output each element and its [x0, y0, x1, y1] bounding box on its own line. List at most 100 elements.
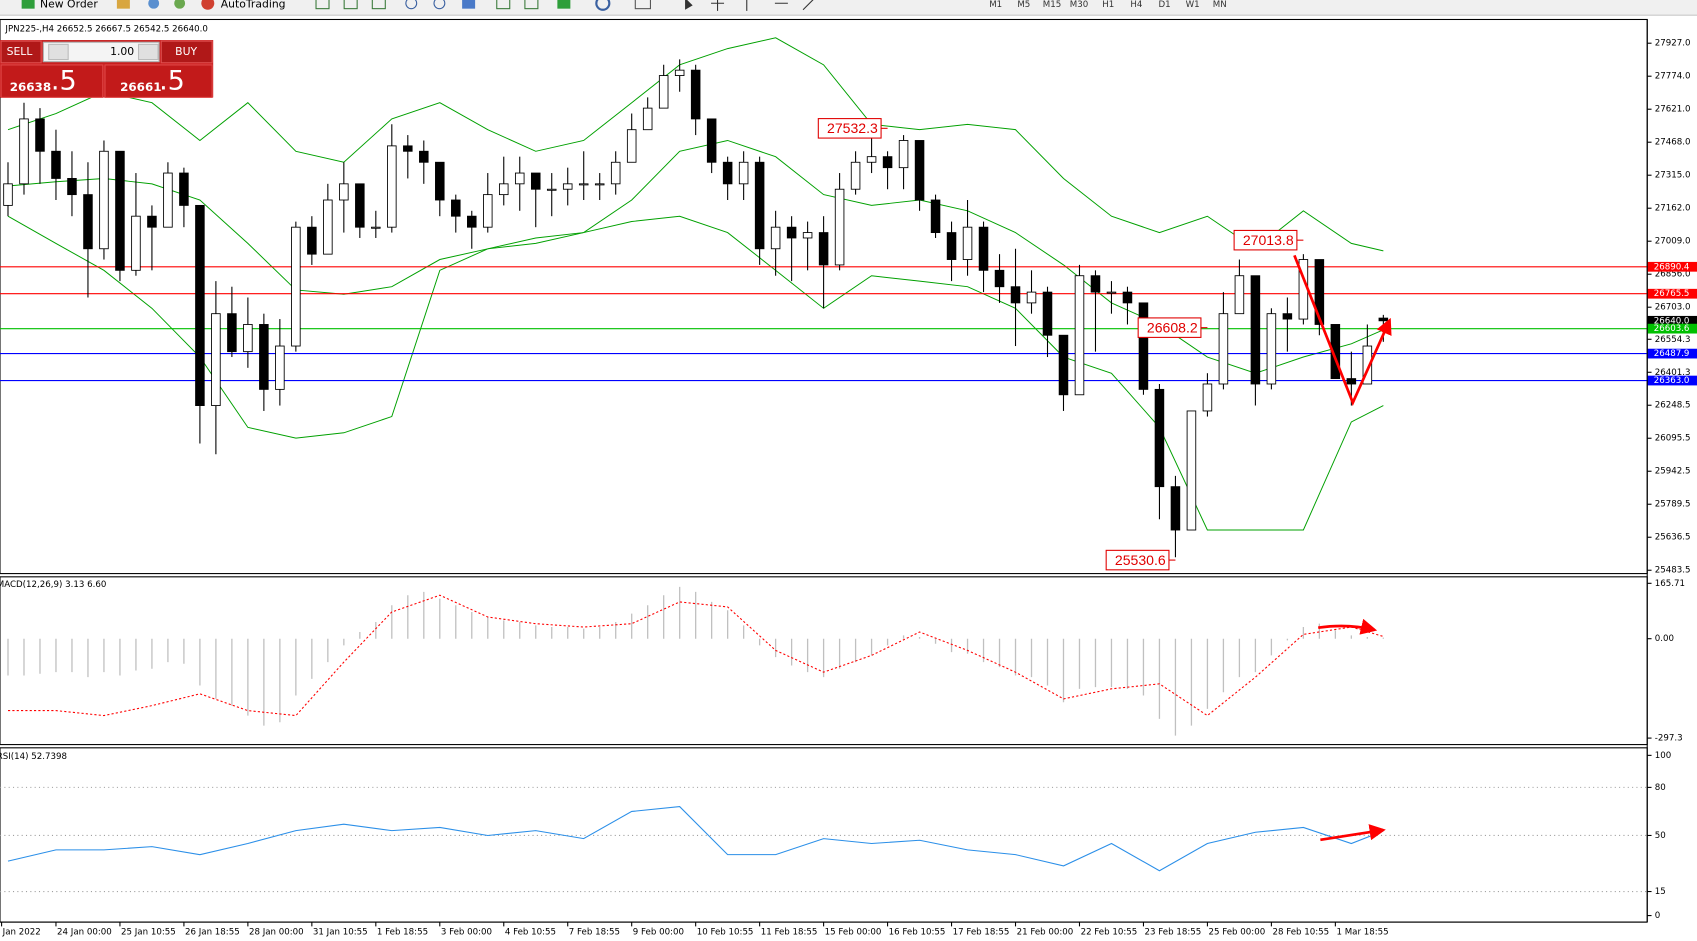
- candle-body: [562, 183, 573, 190]
- toolbar: [0, 0, 1697, 16]
- buy-button[interactable]: [160, 40, 213, 64]
- buy-price-pips: .5: [159, 66, 185, 97]
- candle-body: [163, 172, 173, 228]
- timeframe-button[interactable]: H4: [1130, 0, 1142, 10]
- toolbar-icon[interactable]: [148, 0, 160, 9]
- candle-body: [115, 150, 125, 271]
- timeframe-button[interactable]: M1: [989, 0, 1002, 10]
- toolbar-icon[interactable]: [595, 0, 611, 11]
- price-plot: [0, 37, 1648, 558]
- sell-price-pips: .5: [51, 66, 77, 97]
- timeframe-button[interactable]: D1: [1158, 0, 1170, 10]
- autotrading-label: AutoTrading: [221, 0, 286, 10]
- timeframe-button[interactable]: W1: [1186, 0, 1200, 10]
- y-tick-label: 15: [1655, 887, 1666, 897]
- candle-body: [1026, 291, 1037, 304]
- toolbar-icon[interactable]: [496, 0, 511, 10]
- y-tick-label: 80: [1655, 783, 1666, 793]
- toolbar-icon[interactable]: [116, 0, 130, 9]
- toolbar-icon[interactable]: [524, 0, 539, 10]
- price-level-label: 26640.0: [1654, 316, 1690, 326]
- sell-price-box[interactable]: [0, 64, 104, 98]
- candle-body: [1058, 334, 1069, 396]
- lots-down[interactable]: [48, 43, 69, 61]
- candle-body: [610, 161, 621, 185]
- drawn-arrow[interactable]: [1293, 254, 1392, 407]
- y-tick-label: 26554.3: [1655, 335, 1691, 345]
- candle-body: [1074, 275, 1085, 396]
- candle-body: [834, 188, 845, 266]
- candle-body: [355, 183, 365, 228]
- annotation-box: [817, 118, 882, 139]
- y-tick-label: 25942.5: [1655, 467, 1691, 477]
- candle-body: [1106, 291, 1117, 294]
- x-tick-label: 1 Feb 18:55: [377, 927, 428, 937]
- rsi-line: [7, 806, 1384, 872]
- drawn-arrow[interactable]: [1320, 824, 1386, 842]
- candle-body: [435, 161, 445, 201]
- candle-body: [946, 232, 957, 260]
- toolbar-icon[interactable]: [405, 0, 418, 10]
- axes: 27927.0 27774.0 27621.0 27468.0 27315.0 27162…: [1, 39, 1697, 937]
- toolbar-icon[interactable]: [685, 0, 693, 10]
- toolbar-icon[interactable]: [343, 0, 358, 10]
- candle-body: [754, 161, 765, 250]
- price-level-tag: [1647, 261, 1697, 272]
- x-tick-label: 17 Feb 18:55: [953, 927, 1010, 937]
- new-order-label: New Order: [40, 0, 98, 10]
- y-tick-label: 26703.0: [1655, 303, 1691, 313]
- y-tick-label: 50: [1655, 831, 1666, 841]
- y-tick-label: 25789.5: [1655, 500, 1691, 510]
- candle-body: [626, 129, 637, 163]
- lots-up[interactable]: [137, 43, 159, 61]
- sell-price-main: 26638: [10, 80, 51, 94]
- timeframe-button[interactable]: H1: [1102, 0, 1114, 10]
- candle-body: [962, 226, 973, 260]
- candle-body: [1042, 291, 1053, 336]
- price-level-label: 26765.5: [1654, 289, 1690, 299]
- timeframe-button[interactable]: M5: [1017, 0, 1030, 10]
- candle-body: [99, 150, 109, 250]
- x-tick-label: 10 Feb 10:55: [697, 927, 754, 937]
- candle-body: [227, 313, 237, 353]
- sell-button[interactable]: [0, 40, 42, 64]
- y-tick-label: 100: [1655, 751, 1672, 761]
- price-level-label: 26603.6: [1654, 324, 1690, 334]
- toolbar-icon[interactable]: [711, 0, 725, 11]
- y-tick-label: 27774.0: [1655, 72, 1691, 82]
- drawn-arrow[interactable]: [1318, 618, 1378, 635]
- timeframe-button[interactable]: M15: [1043, 0, 1061, 10]
- toolbar-icon[interactable]: [746, 0, 816, 11]
- candle-body: [51, 150, 61, 179]
- candle-body: [498, 183, 509, 196]
- candle-body: [403, 145, 413, 152]
- timeframe-button[interactable]: M30: [1070, 0, 1088, 10]
- candle-body: [866, 156, 877, 163]
- toolbar-icon[interactable]: [315, 0, 330, 10]
- lots-input[interactable]: [42, 41, 160, 63]
- toolbar-icon[interactable]: [174, 0, 186, 9]
- candle-body: [35, 118, 45, 152]
- candle-body: [1010, 286, 1021, 304]
- annotation-box: [1233, 229, 1298, 251]
- annotation-label: 27013.8: [1243, 232, 1294, 248]
- toolbar-icon[interactable]: [634, 0, 651, 10]
- buy-price-main: 26661: [120, 80, 161, 94]
- timeframe-button[interactable]: MN: [1213, 0, 1227, 10]
- toolbar-icon[interactable]: [371, 0, 386, 10]
- y-tick-label: 27162.0: [1655, 204, 1691, 214]
- candle-body: [978, 226, 989, 271]
- toolbar-icon[interactable]: [433, 0, 446, 10]
- toolbar-icon[interactable]: [557, 0, 571, 9]
- buy-price-box[interactable]: [104, 64, 213, 98]
- y-tick-label: 25483.5: [1655, 566, 1691, 576]
- candle-body: [994, 269, 1005, 288]
- new-order-button[interactable]: New Order: [21, 0, 99, 10]
- chart-header: JPN225-,H4 26652.5 26667.5 26542.5 26640…: [4, 25, 208, 35]
- price-level-tag: [1647, 323, 1697, 334]
- candle-body: [1154, 388, 1165, 488]
- autotrading-button[interactable]: AutoTrading: [201, 0, 286, 10]
- toolbar-icon[interactable]: [462, 0, 476, 9]
